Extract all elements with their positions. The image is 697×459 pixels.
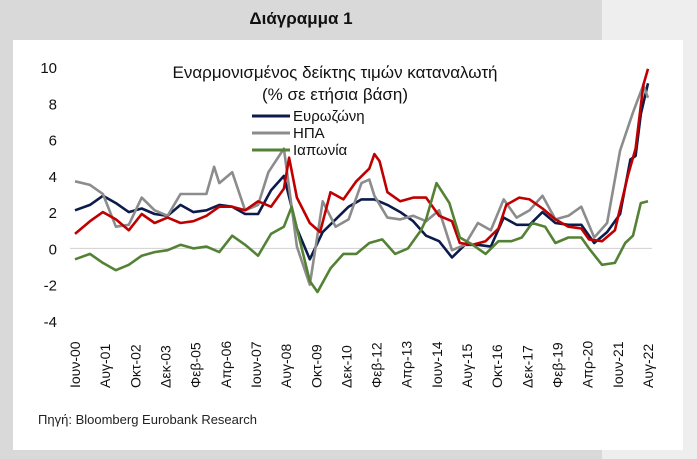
chart-title: Εναρμονισμένος δείκτης τιμών καταναλωτή <box>173 63 498 82</box>
y-tick-label: 2 <box>49 205 57 222</box>
x-tick-label: Αυγ-22 <box>640 344 656 388</box>
y-tick-label: 6 <box>49 133 57 150</box>
x-tick-label: Οκτ-09 <box>308 344 324 388</box>
y-tick-label: 8 <box>49 96 57 113</box>
x-tick-label: Απρ-20 <box>580 341 596 388</box>
x-tick-label: Απρ-06 <box>218 341 234 388</box>
y-tick-label: 0 <box>49 241 57 258</box>
x-tick-label: Οκτ-16 <box>489 344 505 388</box>
y-tick-label: -4 <box>44 314 57 331</box>
x-tick-label: Οκτ-02 <box>127 344 143 388</box>
source-note: Πηγή: Bloomberg Eurobank Research <box>38 412 257 427</box>
series-line-Ιαπωνία <box>74 181 649 294</box>
x-tick-label: Φεβ-12 <box>369 342 385 388</box>
chart-heading: Διάγραμμα 1 <box>249 9 353 28</box>
legend-label: ΗΠΑ <box>293 125 325 142</box>
x-tick-label: Αυγ-08 <box>278 344 294 388</box>
legend-label: Ιαπωνία <box>293 142 348 159</box>
x-tick-label: Δεκ-17 <box>519 345 535 388</box>
y-tick-label: -2 <box>44 278 57 295</box>
series-line-ΗΠΑ <box>74 83 650 286</box>
x-tick-label: Φεβ-19 <box>550 342 566 388</box>
chart-title: (% σε ετήσια βάση) <box>262 85 408 104</box>
y-tick-label: 4 <box>49 169 57 186</box>
x-tick-label: Απρ-13 <box>399 341 415 388</box>
series-line-unlabeled <box>74 68 650 247</box>
x-tick-label: Δεκ-10 <box>338 345 354 388</box>
y-tick-label: 10 <box>40 60 57 77</box>
x-tick-label: Φεβ-05 <box>188 342 204 388</box>
x-tick-label: Ιουν-00 <box>67 341 83 388</box>
legend-label: Ευρωζώνη <box>293 108 365 125</box>
x-tick-label: Ιουν-14 <box>429 341 445 388</box>
x-tick-label: Ιουν-07 <box>248 341 264 388</box>
chart-panel <box>13 40 683 450</box>
series-line-Ευρωζώνη <box>74 83 650 261</box>
x-tick-label: Ιουν-21 <box>610 341 626 388</box>
x-tick-label: Δεκ-03 <box>157 345 173 388</box>
x-tick-label: Αυγ-01 <box>97 344 113 388</box>
x-tick-label: Αυγ-15 <box>459 344 475 388</box>
